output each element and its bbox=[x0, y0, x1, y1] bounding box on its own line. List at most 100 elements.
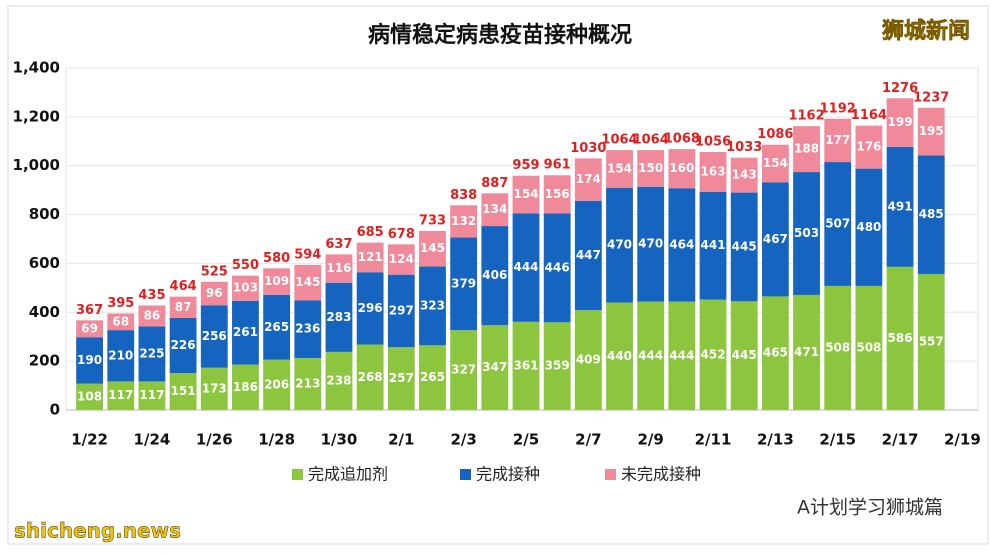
total-label: 887 bbox=[481, 176, 508, 191]
bar-value-label: 503 bbox=[794, 226, 819, 240]
total-label: 1237 bbox=[913, 90, 949, 105]
bar-value-label: 507 bbox=[825, 216, 850, 230]
bar-segment bbox=[637, 150, 665, 187]
bar-segment bbox=[107, 381, 135, 410]
bar-value-label: 190 bbox=[77, 353, 102, 367]
legend-label: 完成追加剂 bbox=[308, 465, 388, 484]
x-tick-label: 2/13 bbox=[757, 431, 794, 449]
bar-segment bbox=[730, 301, 758, 410]
bar-segment bbox=[138, 305, 166, 327]
x-tick-label: 2/11 bbox=[695, 431, 732, 449]
bar-value-label: 108 bbox=[77, 389, 102, 403]
bar-value-label: 121 bbox=[358, 250, 383, 264]
bar-value-label: 444 bbox=[638, 348, 663, 362]
bar-segment bbox=[263, 359, 291, 410]
bar-segment bbox=[886, 266, 914, 410]
total-label: 838 bbox=[450, 188, 477, 203]
bar-value-label: 446 bbox=[545, 260, 570, 274]
bar-value-label: 163 bbox=[701, 164, 726, 178]
bar-segment bbox=[543, 175, 571, 214]
bar-segment bbox=[325, 351, 353, 410]
x-tick-label: 2/17 bbox=[882, 431, 919, 449]
bar-value-label: 199 bbox=[888, 115, 913, 129]
bar-value-label: 444 bbox=[669, 348, 694, 362]
total-label: 1033 bbox=[726, 140, 762, 155]
bar-value-label: 96 bbox=[206, 286, 223, 300]
bar-value-label: 327 bbox=[451, 363, 476, 377]
bar-value-label: 173 bbox=[202, 381, 227, 395]
bar-value-label: 117 bbox=[139, 388, 164, 402]
bar-value-label: 406 bbox=[482, 268, 507, 282]
bar-segment bbox=[606, 302, 633, 410]
bar-segment bbox=[76, 320, 103, 338]
total-label: 961 bbox=[544, 158, 571, 173]
bar-value-label: 225 bbox=[139, 346, 164, 360]
bar-value-label: 464 bbox=[669, 237, 694, 251]
bar-segment bbox=[450, 237, 478, 331]
bar-segment bbox=[730, 157, 758, 193]
source-label: shicheng.news bbox=[14, 519, 181, 543]
total-label: 1056 bbox=[695, 135, 731, 150]
bar-segment bbox=[200, 281, 228, 306]
bar-segment bbox=[699, 191, 727, 300]
total-label: 685 bbox=[357, 225, 384, 240]
bar-segment bbox=[232, 275, 259, 301]
total-label: 1068 bbox=[664, 132, 700, 147]
bar-segment bbox=[419, 230, 446, 267]
x-tick-label: 2/19 bbox=[944, 431, 981, 449]
bar-value-label: 68 bbox=[112, 314, 129, 328]
bar-value-label: 103 bbox=[233, 281, 258, 295]
bar-segment bbox=[481, 226, 509, 326]
bar-segment bbox=[543, 213, 571, 323]
bar-value-label: 132 bbox=[451, 214, 476, 228]
bar-segment bbox=[387, 347, 415, 410]
bar-value-label: 213 bbox=[295, 376, 320, 390]
total-label: 525 bbox=[201, 264, 228, 279]
bar-segment bbox=[606, 187, 633, 303]
bar-segment bbox=[325, 282, 353, 352]
bar-value-label: 491 bbox=[888, 199, 913, 213]
bar-value-label: 470 bbox=[638, 237, 663, 251]
bar-value-label: 236 bbox=[295, 322, 320, 336]
legend-label: 完成接种 bbox=[476, 465, 540, 484]
bar-value-label: 508 bbox=[825, 340, 850, 354]
bar-value-label: 265 bbox=[420, 370, 445, 384]
bar-value-label: 186 bbox=[233, 380, 258, 394]
bar-segment bbox=[917, 155, 945, 274]
bar-segment bbox=[574, 310, 602, 410]
total-label: 959 bbox=[512, 158, 539, 173]
bar-value-label: 379 bbox=[451, 276, 476, 290]
total-label: 1162 bbox=[788, 109, 824, 124]
bar-value-label: 69 bbox=[81, 321, 98, 335]
total-label: 1192 bbox=[820, 101, 856, 116]
bar-value-label: 440 bbox=[607, 349, 632, 363]
bar-segment bbox=[294, 300, 322, 358]
bar-segment bbox=[387, 274, 415, 348]
bar-value-label: 409 bbox=[576, 353, 601, 367]
bar-segment bbox=[793, 126, 820, 173]
bar-value-label: 109 bbox=[264, 274, 289, 288]
bar-value-label: 470 bbox=[607, 238, 632, 252]
bar-value-label: 143 bbox=[732, 168, 757, 182]
bar-segment bbox=[76, 383, 103, 410]
logo: 狮城新闻 bbox=[882, 18, 970, 44]
x-tick-label: 1/24 bbox=[134, 431, 171, 449]
x-tick-label: 1/26 bbox=[196, 431, 233, 449]
bar-value-label: 154 bbox=[763, 156, 788, 170]
y-tick-label: 200 bbox=[29, 352, 60, 370]
total-label: 1030 bbox=[570, 141, 606, 156]
bar-segment bbox=[107, 313, 135, 331]
bar-value-label: 154 bbox=[513, 187, 538, 201]
bar-segment bbox=[637, 301, 665, 410]
bar-segment bbox=[855, 285, 883, 410]
bar-value-label: 134 bbox=[482, 202, 507, 216]
bar-value-label: 176 bbox=[856, 140, 881, 154]
x-tick-label: 2/15 bbox=[819, 431, 856, 449]
bar-value-label: 452 bbox=[701, 347, 726, 361]
bar-value-label: 177 bbox=[825, 133, 850, 147]
bar-value-label: 347 bbox=[482, 360, 507, 374]
total-label: 1164 bbox=[851, 108, 887, 123]
bar-value-label: 508 bbox=[856, 340, 881, 354]
bar-value-label: 467 bbox=[763, 232, 788, 246]
bar-segment bbox=[450, 330, 478, 410]
